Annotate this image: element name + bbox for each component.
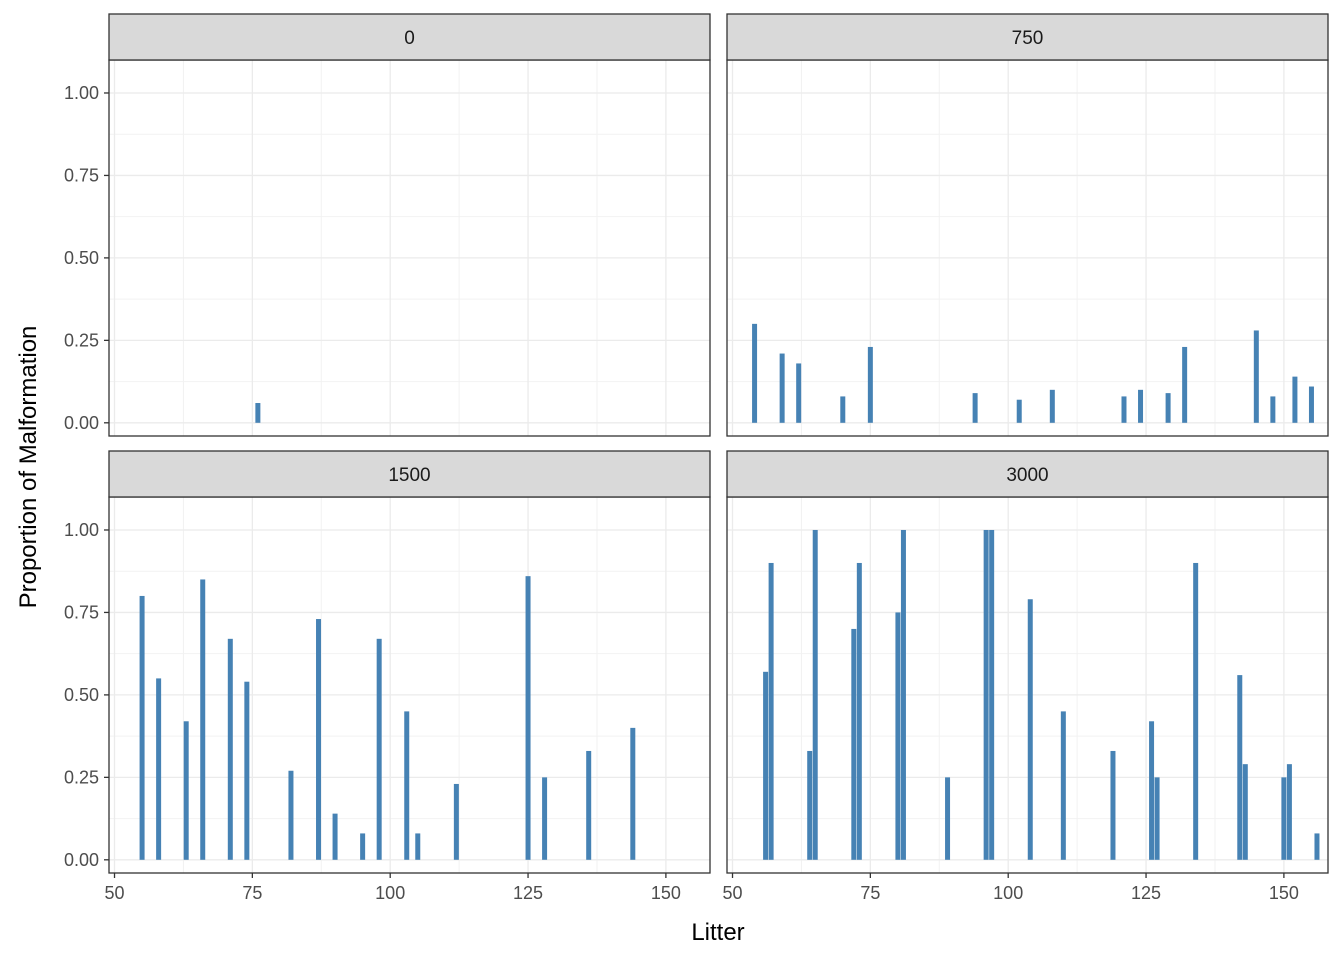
bar — [200, 579, 206, 860]
bar — [1193, 562, 1199, 860]
bar — [867, 346, 873, 423]
bar — [1138, 389, 1144, 423]
x-tick-label: 75 — [242, 883, 262, 903]
bar — [332, 813, 338, 860]
panel-background — [727, 497, 1328, 873]
x-tick-label: 75 — [860, 883, 880, 903]
bar — [1165, 393, 1171, 423]
bar — [1016, 399, 1022, 423]
bar — [255, 403, 261, 423]
bar — [156, 678, 162, 860]
x-axis-title: Litter — [691, 919, 744, 946]
facet-strip-label: 1500 — [388, 465, 430, 486]
bar — [945, 777, 951, 860]
bar — [796, 363, 802, 423]
bar — [139, 595, 145, 860]
y-tick-label: 1.00 — [64, 83, 99, 103]
x-tick-label: 150 — [1269, 883, 1299, 903]
facet-strip-label: 3000 — [1006, 465, 1048, 486]
bar — [360, 833, 366, 860]
facet-panel-1500: 1500 — [108, 450, 711, 874]
bar — [525, 576, 531, 860]
bar — [415, 833, 421, 860]
bar — [586, 750, 592, 860]
bar — [895, 612, 901, 860]
y-tick-label: 0.50 — [64, 685, 99, 705]
bar — [1154, 777, 1160, 860]
bar — [856, 562, 862, 860]
bar — [1314, 833, 1320, 860]
facet-panel-0: 0 — [108, 13, 711, 437]
bar — [183, 721, 189, 860]
bar — [989, 529, 995, 860]
bar — [807, 750, 813, 860]
bar — [1237, 675, 1243, 860]
bar — [244, 681, 250, 860]
bar — [840, 396, 846, 423]
bar — [404, 711, 410, 860]
facet-strip — [108, 13, 711, 61]
bar — [316, 619, 322, 860]
y-tick-label: 0.25 — [64, 330, 99, 350]
y-tick-label: 0.75 — [64, 602, 99, 622]
bar — [542, 777, 548, 860]
panel-background — [109, 60, 710, 436]
bar — [1149, 721, 1155, 860]
bar — [1292, 376, 1298, 423]
bar — [779, 353, 785, 423]
x-tick-label: 125 — [513, 883, 543, 903]
facet-strip — [726, 450, 1329, 498]
bar — [1242, 764, 1248, 860]
x-tick-label: 50 — [722, 883, 742, 903]
facet-panel-750: 750 — [726, 13, 1329, 437]
bar — [752, 323, 758, 423]
bar — [1027, 599, 1033, 860]
bar — [1286, 764, 1292, 860]
bar — [288, 770, 294, 860]
bar — [1182, 346, 1188, 423]
bar — [1281, 777, 1287, 860]
panels-layer: 0 750 1500 3000 — [108, 13, 1329, 874]
y-tick-label: 0.50 — [64, 248, 99, 268]
bar — [1270, 396, 1276, 423]
y-tick-label: 1.00 — [64, 520, 99, 540]
y-tick-label: 0.00 — [64, 413, 99, 433]
y-axis-title: Proportion of Malformation — [15, 326, 42, 609]
y-tick-label: 0.00 — [64, 850, 99, 870]
panel-background — [109, 497, 710, 873]
facet-panel-3000: 3000 — [726, 450, 1329, 874]
bar — [1253, 330, 1259, 423]
bar — [972, 393, 978, 423]
axis-labels: 0.00 0.25 0.50 0.75 1.00 0.00 0.25 0.50 0.75 1.00… — [64, 83, 1299, 903]
bar — [1308, 386, 1314, 423]
bar — [851, 628, 857, 860]
bar — [1060, 711, 1066, 860]
x-tick-label: 100 — [375, 883, 405, 903]
bar — [812, 529, 818, 860]
x-tick-label: 100 — [993, 883, 1023, 903]
facet-strip-label: 750 — [1012, 28, 1044, 49]
bar — [1049, 389, 1055, 423]
y-tick-label: 0.25 — [64, 767, 99, 787]
panel-background — [727, 60, 1328, 436]
y-tick-label: 0.75 — [64, 165, 99, 185]
x-tick-label: 150 — [651, 883, 681, 903]
bar — [453, 783, 459, 860]
x-tick-label: 50 — [104, 883, 124, 903]
bar — [227, 638, 233, 860]
bar — [900, 529, 906, 860]
facet-strip — [726, 13, 1329, 61]
bar — [983, 529, 989, 860]
bar — [630, 727, 636, 860]
x-tick-label: 125 — [1131, 883, 1161, 903]
bar — [768, 562, 774, 860]
bar — [376, 638, 382, 860]
bar — [1121, 396, 1127, 423]
facet-strip — [108, 450, 711, 498]
bar — [1110, 750, 1116, 860]
facet-strip-label: 0 — [404, 28, 415, 49]
bar — [763, 671, 769, 860]
